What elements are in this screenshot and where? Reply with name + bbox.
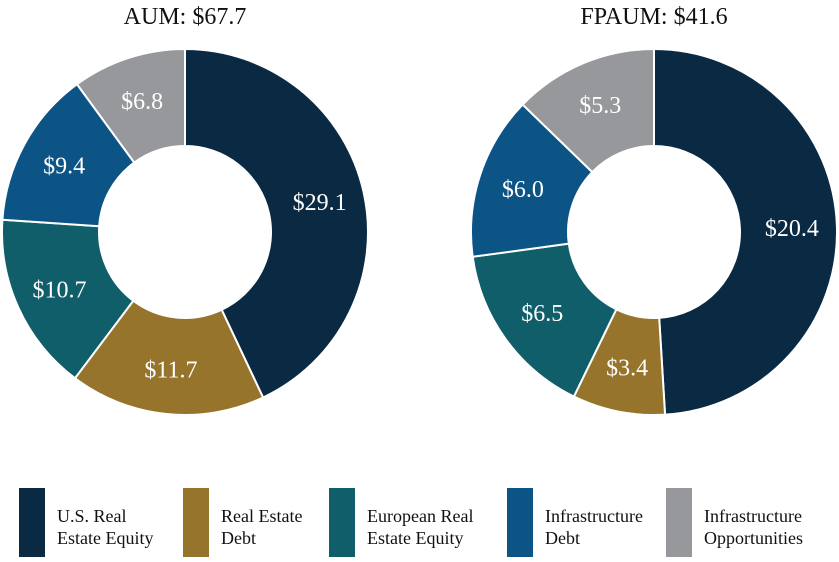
data-label-infrastructure-debt: $9.4 — [43, 153, 85, 179]
data-label-real-estate-debt: $3.4 — [606, 355, 648, 381]
donut-slice-infrastructure-debt — [1, 82, 136, 228]
donut-slice-real-estate-debt — [73, 299, 265, 416]
data-label-infrastructure-debt: $6.0 — [502, 177, 544, 203]
donut-slice-us-real-estate-equity — [653, 47, 838, 416]
donut-slice-us-real-estate-equity — [184, 47, 369, 399]
legend-swatch-us-real-estate-equity — [19, 488, 45, 557]
aum-chart-title: AUM: $67.7 — [124, 4, 247, 30]
data-label-european-real-estate-equity: $10.7 — [33, 277, 87, 303]
legend-label: European Real Estate Equity — [367, 506, 474, 548]
legend-swatch-infrastructure-debt — [507, 488, 533, 557]
data-label-real-estate-debt: $11.7 — [144, 357, 197, 383]
aum-donut-chart: AUM: $67.7 $29.1 $11.7 $10.7 $9.4 $6.8 — [1, 4, 369, 416]
data-label-us-real-estate-equity: $20.4 — [765, 216, 819, 242]
data-label-infrastructure-opportunities: $5.3 — [579, 93, 621, 119]
legend: U.S. Real Estate Equity Real Estate Debt E… — [0, 488, 839, 558]
donut-slice-european-real-estate-equity — [1, 218, 135, 380]
data-label-us-real-estate-equity: $29.1 — [293, 190, 347, 216]
legend-label: Infrastructure Opportunities — [704, 506, 803, 548]
fpaum-donut-chart: FPAUM: $41.6 $20.4 $3.4 $6.5 $6.0 $5.3 — [470, 4, 838, 416]
fpaum-chart-title: FPAUM: $41.6 — [580, 4, 727, 30]
donut-slice-infrastructure-opportunities — [75, 47, 186, 164]
charts-canvas: AUM: $67.7 $29.1 $11.7 $10.7 $9.4 $6.8 FPAUM… — [1, 4, 838, 416]
legend-label: Real Estate Debt — [221, 506, 303, 548]
data-label-infrastructure-opportunities: $6.8 — [121, 89, 163, 115]
legend-label: Infrastructure Debt — [545, 506, 643, 548]
data-label-european-real-estate-equity: $6.5 — [521, 301, 563, 327]
legend-swatch-european-real-estate-equity — [329, 488, 355, 557]
donut-slice-infrastructure-opportunities — [521, 47, 655, 174]
legend-label: U.S. Real Estate Equity — [57, 506, 154, 548]
legend-swatch-infrastructure-opportunities — [666, 488, 692, 557]
donut-slice-european-real-estate-equity — [471, 242, 618, 398]
legend-swatch-real-estate-debt — [183, 488, 209, 557]
